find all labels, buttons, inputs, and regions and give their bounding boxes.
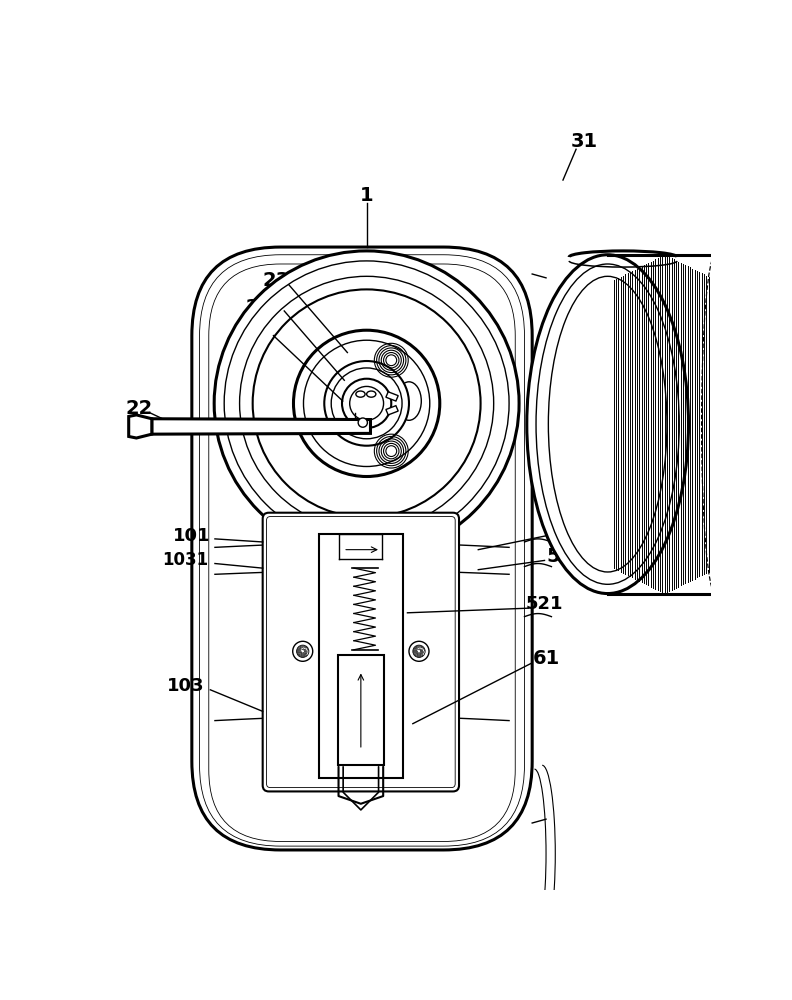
Text: 103: 103 — [167, 677, 204, 695]
Circle shape — [253, 289, 481, 517]
Ellipse shape — [367, 391, 376, 397]
Circle shape — [324, 361, 409, 446]
Circle shape — [358, 418, 367, 427]
Polygon shape — [386, 392, 398, 401]
Circle shape — [342, 379, 391, 428]
Text: 213: 213 — [246, 298, 283, 316]
Circle shape — [294, 330, 440, 477]
Text: 53: 53 — [548, 522, 575, 541]
Ellipse shape — [527, 255, 688, 594]
FancyBboxPatch shape — [192, 247, 532, 850]
Text: 521: 521 — [526, 595, 563, 613]
Text: 221: 221 — [233, 323, 271, 341]
Polygon shape — [318, 534, 403, 778]
Ellipse shape — [356, 391, 365, 397]
Circle shape — [293, 641, 313, 661]
Ellipse shape — [397, 382, 421, 420]
Text: 1031: 1031 — [162, 551, 209, 569]
Text: 61: 61 — [532, 650, 560, 668]
Text: 1: 1 — [360, 186, 374, 205]
FancyBboxPatch shape — [263, 513, 459, 791]
Polygon shape — [386, 406, 398, 415]
Polygon shape — [152, 419, 371, 434]
Circle shape — [409, 641, 429, 661]
Polygon shape — [128, 415, 152, 438]
Text: 101: 101 — [173, 527, 211, 545]
Polygon shape — [337, 655, 384, 765]
Text: 22: 22 — [126, 399, 153, 418]
Text: 23: 23 — [263, 271, 290, 290]
Text: 31: 31 — [571, 132, 598, 151]
Circle shape — [214, 251, 519, 556]
Text: 52: 52 — [546, 547, 573, 566]
